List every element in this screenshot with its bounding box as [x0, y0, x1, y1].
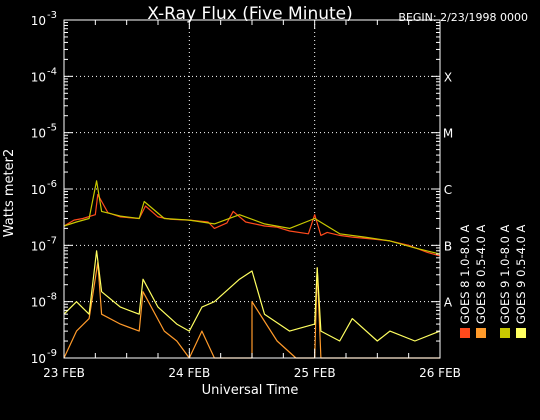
legend-label: GOES 9 1.0-8.0 A — [498, 224, 512, 324]
y-tick-label: 10 — [31, 70, 46, 84]
series-line — [63, 261, 440, 359]
y-tick-label: 10 — [31, 352, 46, 366]
y-tick-exponent: -6 — [47, 179, 57, 190]
y-tick-label: 10 — [31, 296, 46, 310]
legend-swatch — [476, 328, 486, 338]
legend-item: GOES 8 0.5-4.0 A — [474, 224, 488, 338]
y-tick-label: 10 — [31, 239, 46, 253]
legend-label: GOES 8 0.5-4.0 A — [474, 224, 488, 324]
y-tick-exponent: -5 — [47, 123, 57, 134]
flare-class-label: X — [444, 70, 452, 84]
y-axis-ticks: 10-910-810-710-610-510-410-3 — [31, 10, 440, 366]
flare-class-labels: X M C B A — [443, 70, 453, 309]
legend-item: GOES 9 1.0-8.0 A — [498, 224, 512, 338]
legend-swatch — [516, 328, 526, 338]
chart-title: X-Ray Flux (Five Minute) — [147, 4, 353, 24]
y-tick-label: 10 — [31, 127, 46, 141]
y-tick-exponent: -3 — [47, 10, 57, 21]
y-axis-label: Watts meter2 — [2, 149, 17, 237]
data-traces — [63, 180, 441, 359]
y-tick-exponent: -7 — [47, 235, 57, 246]
y-tick-label: 10 — [31, 183, 46, 197]
legend-item: GOES 9 0.5-4.0 A — [514, 224, 528, 338]
y-tick-exponent: -9 — [47, 348, 57, 359]
flare-class-label: C — [444, 183, 452, 197]
flare-class-label: A — [444, 296, 453, 310]
x-tick-label: 25 FEB — [294, 366, 336, 380]
y-tick-label: 10 — [31, 14, 46, 28]
series-line — [63, 180, 441, 255]
series-line — [63, 250, 441, 342]
x-axis-label: Universal Time — [202, 383, 299, 398]
legend-label: GOES 9 0.5-4.0 A — [514, 224, 528, 324]
legend-item: GOES 8 1.0-8.0 A — [458, 224, 472, 338]
x-axis-ticks: 23 FEB 24 FEB 25 FEB 26 FEB — [43, 20, 461, 380]
x-tick-label: 23 FEB — [43, 366, 85, 380]
x-tick-label: 26 FEB — [419, 366, 461, 380]
flare-class-label: B — [444, 239, 452, 253]
begin-timestamp: BEGIN: 2/23/1998 0000 — [398, 11, 528, 24]
series-line — [63, 193, 441, 257]
legend-label: GOES 8 1.0-8.0 A — [458, 224, 472, 324]
y-tick-exponent: -4 — [47, 66, 57, 77]
y-tick-exponent: -8 — [47, 292, 57, 303]
legend-swatch — [500, 328, 510, 338]
legend-swatch — [460, 328, 470, 338]
x-tick-label: 24 FEB — [168, 366, 210, 380]
flare-class-label: M — [443, 127, 453, 141]
legend: GOES 8 1.0-8.0 A GOES 8 0.5-4.0 A GOES 9 1… — [458, 224, 528, 338]
